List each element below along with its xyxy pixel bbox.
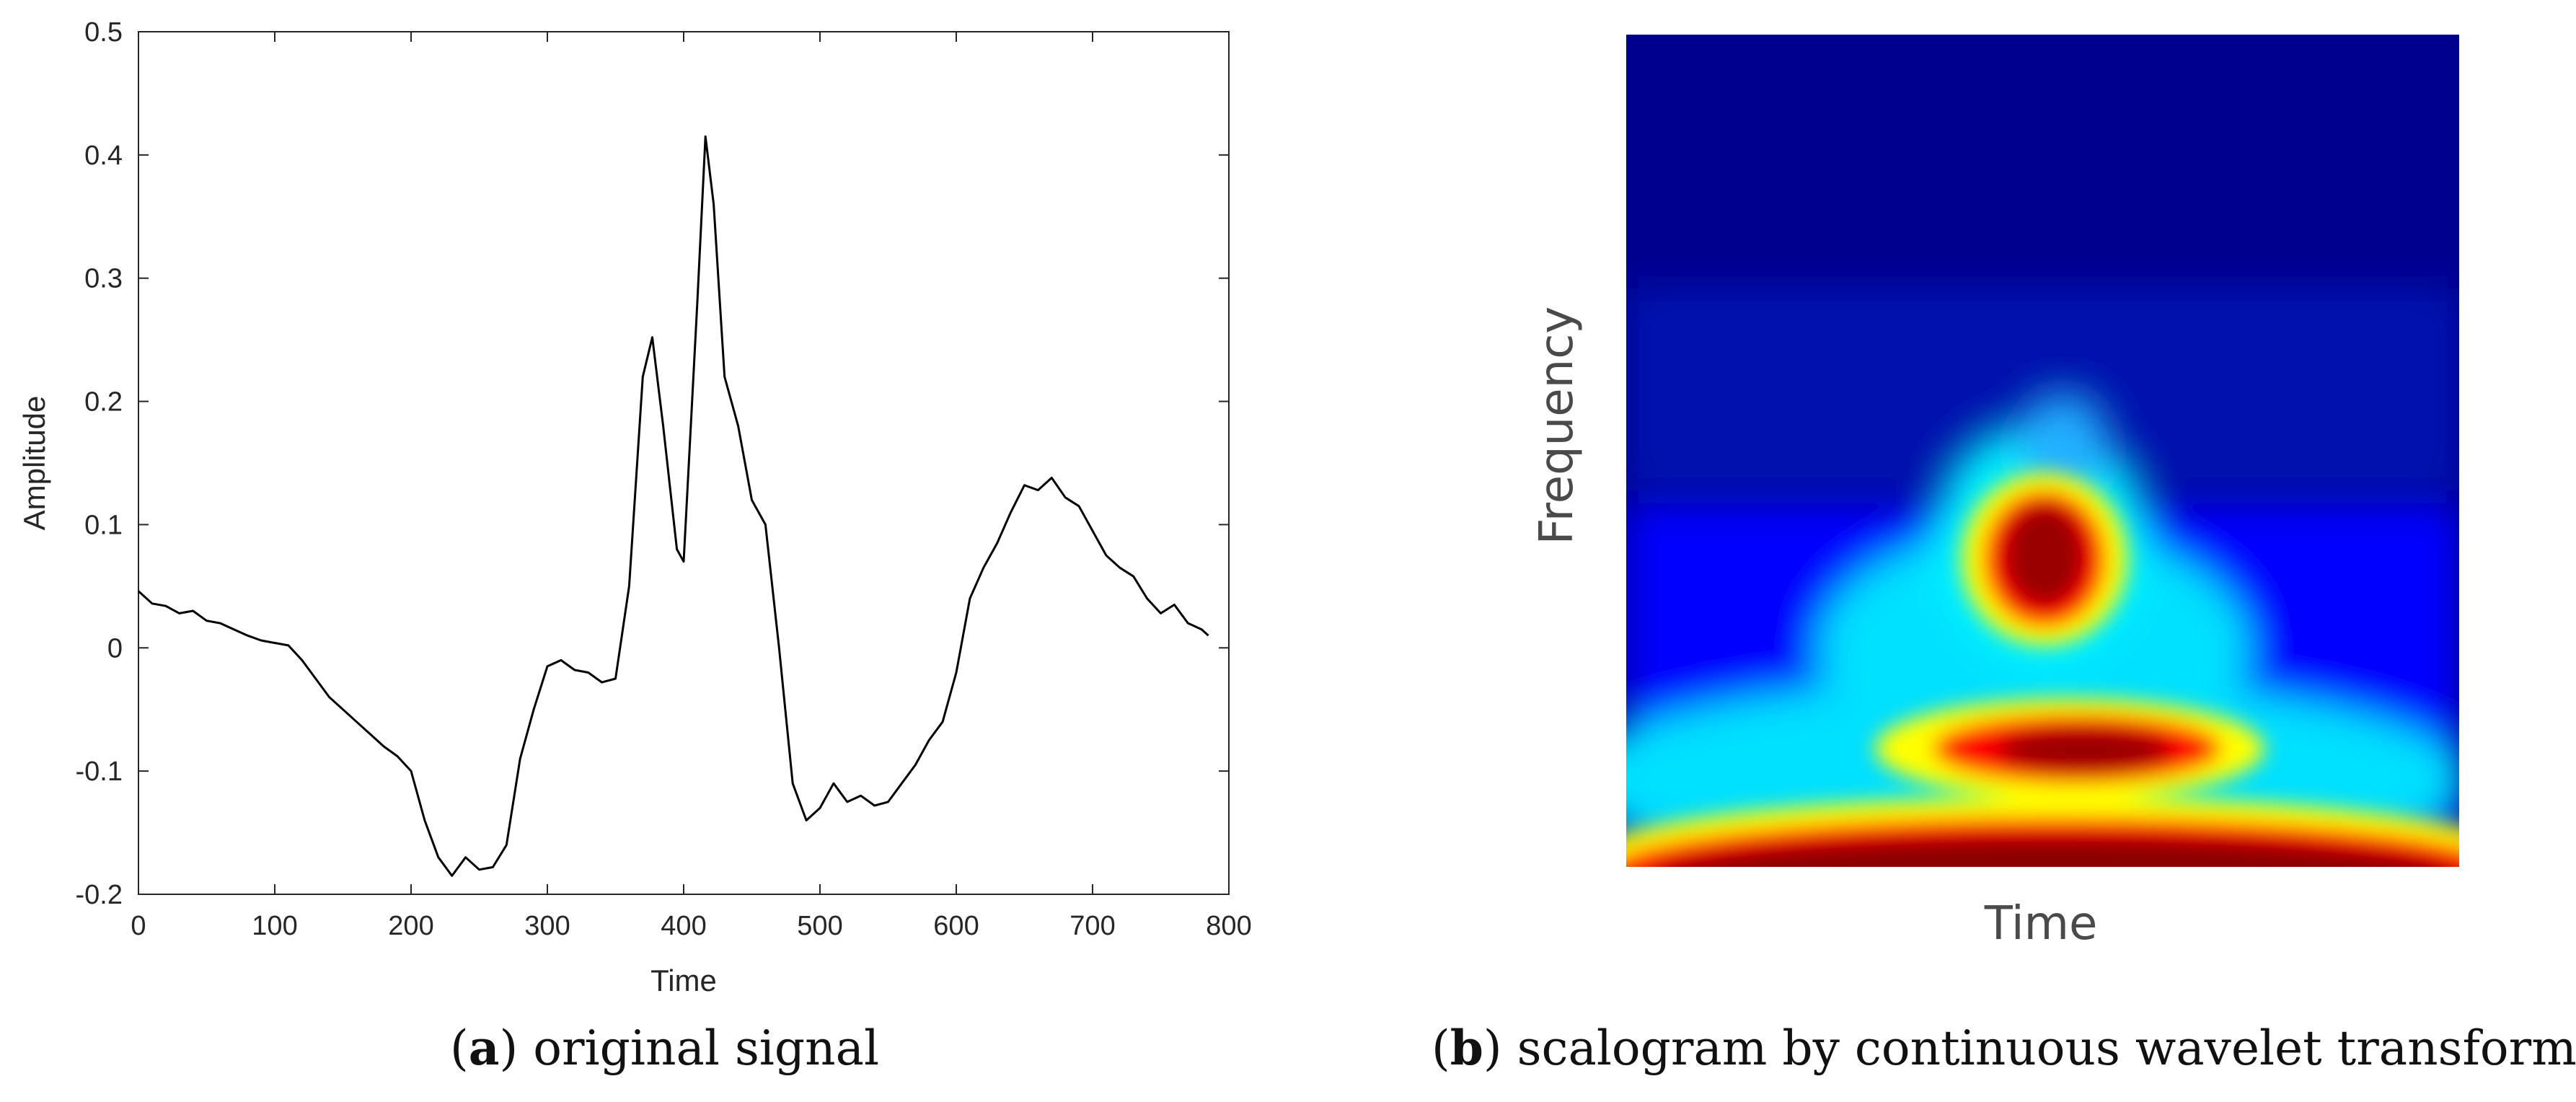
x-tick-label: 300 bbox=[524, 911, 570, 941]
caption-b-letter: b bbox=[1450, 1020, 1483, 1076]
panel-b-scalogram: Time Frequency bbox=[1530, 35, 2459, 951]
caption-b-text: scalogram by continuous wavelet transfor… bbox=[1501, 1021, 2576, 1076]
x-tick-label: 100 bbox=[252, 911, 297, 941]
heat-darkred-band bbox=[1998, 728, 2171, 772]
y-axis-label-b: Frequency bbox=[1530, 307, 1584, 545]
tick-labels-a: 0 100 200 300 400 500 600 700 800 -0.2 -0.1 0 0.1 0.2… bbox=[76, 17, 1252, 941]
x-tick-label: 0 bbox=[131, 911, 146, 941]
tick-marks-a bbox=[138, 31, 1230, 895]
caption-a: (a) original signal bbox=[450, 1020, 880, 1076]
caption-a-text: original signal bbox=[518, 1021, 880, 1076]
heat-darkred-base bbox=[1663, 837, 2448, 867]
y-tick-label: 0.3 bbox=[84, 264, 123, 294]
y-tick-label: 0.4 bbox=[84, 141, 123, 171]
x-tick-label: 200 bbox=[388, 911, 433, 941]
x-axis-label-b: Time bbox=[1984, 897, 2098, 951]
x-tick-label: 800 bbox=[1206, 911, 1251, 941]
y-tick-label: 0.1 bbox=[84, 510, 123, 540]
caption-b: (b) scalogram by continuous wavelet tran… bbox=[1432, 1020, 2576, 1076]
y-tick-label: 0.2 bbox=[84, 387, 123, 418]
scalogram-heatmap bbox=[1626, 35, 2459, 867]
series-line-signal bbox=[137, 135, 1209, 877]
y-tick-label: -0.1 bbox=[76, 757, 123, 787]
plot-area-a bbox=[138, 31, 1230, 895]
y-tick-label: -0.2 bbox=[76, 880, 123, 910]
y-axis-label-a: Amplitude bbox=[17, 396, 51, 531]
heat-cyan-tip bbox=[2019, 397, 2106, 498]
x-tick-label: 500 bbox=[797, 911, 842, 941]
x-axis-label-a: Time bbox=[650, 964, 717, 997]
x-tick-label: 400 bbox=[661, 911, 706, 941]
heat-darkred-blob bbox=[2005, 505, 2084, 606]
y-tick-label: 0.5 bbox=[84, 17, 123, 48]
x-tick-label: 600 bbox=[933, 911, 979, 941]
y-tick-label: 0 bbox=[107, 633, 123, 664]
x-tick-label: 700 bbox=[1069, 911, 1115, 941]
panel-a-line-chart: 0 100 200 300 400 500 600 700 800 -0.2 -0.1 0 0.1 0.2… bbox=[17, 17, 1252, 997]
caption-a-letter: a bbox=[468, 1020, 500, 1076]
